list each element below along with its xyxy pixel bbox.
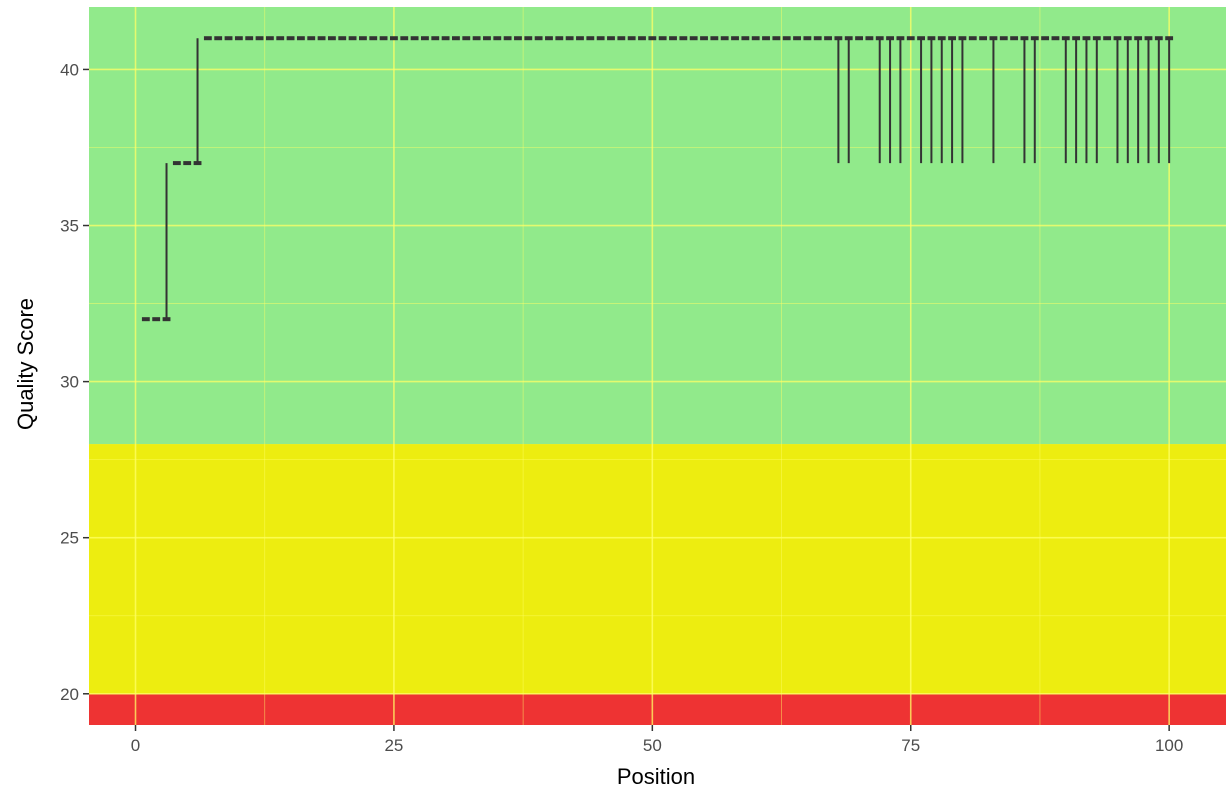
x-tick-label: 50 xyxy=(643,736,662,755)
box-position-68 xyxy=(834,36,843,164)
y-tick-label: 35 xyxy=(60,217,79,236)
quality-bands xyxy=(89,7,1226,725)
x-axis-title: Position xyxy=(617,764,695,789)
box-position-96 xyxy=(1123,36,1132,164)
box-position-92 xyxy=(1082,36,1091,164)
box-plots xyxy=(141,36,1174,322)
x-tick-label: 100 xyxy=(1155,736,1183,755)
x-tick-label: 25 xyxy=(384,736,403,755)
box-position-91 xyxy=(1072,36,1081,164)
box-position-74 xyxy=(896,36,905,164)
box-position-90 xyxy=(1061,36,1070,164)
x-tick-label: 0 xyxy=(131,736,140,755)
x-tick-label: 75 xyxy=(901,736,920,755)
box-position-73 xyxy=(886,36,894,164)
box-position-83 xyxy=(989,36,998,164)
box-position-79 xyxy=(948,36,957,164)
box-position-100 xyxy=(1165,36,1174,164)
y-axis: 20 25 30 35 40 xyxy=(60,60,89,704)
box-position-87 xyxy=(1030,36,1039,164)
box-position-95 xyxy=(1113,36,1122,164)
y-tick-label: 25 xyxy=(60,529,79,548)
box-position-78 xyxy=(937,36,946,164)
y-axis-title: Quality Score xyxy=(13,298,38,430)
box-position-97 xyxy=(1134,36,1143,164)
y-tick-label: 20 xyxy=(60,685,79,704)
box-position-99 xyxy=(1154,36,1163,164)
y-tick-label: 40 xyxy=(60,60,79,79)
box-position-76 xyxy=(917,36,926,164)
box-position-77 xyxy=(927,36,936,164)
quality-band-0 xyxy=(89,693,1226,725)
grid-lines xyxy=(89,7,1226,725)
box-position-93 xyxy=(1092,36,1101,164)
box-position-72 xyxy=(875,36,884,164)
box-position-98 xyxy=(1144,36,1153,164)
box-position-86 xyxy=(1020,36,1029,164)
box-position-80 xyxy=(958,36,967,164)
box-position-69 xyxy=(844,36,853,164)
x-axis: 0 25 50 75 100 xyxy=(131,725,1183,755)
quality-band-1 xyxy=(89,444,1226,694)
y-tick-label: 30 xyxy=(60,373,79,392)
